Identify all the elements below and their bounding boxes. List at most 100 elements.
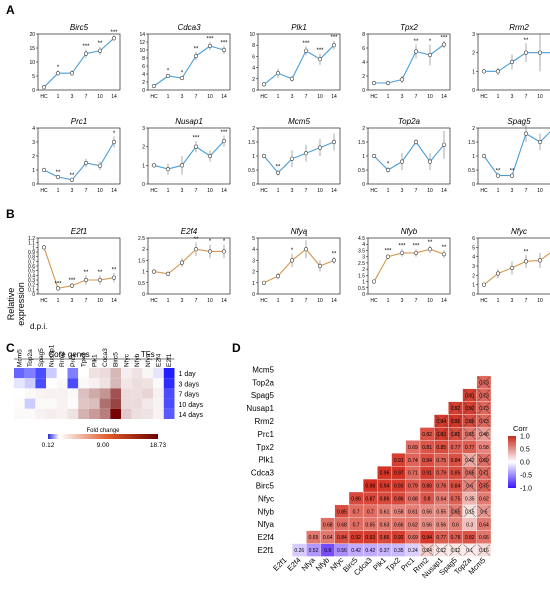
corr-value-label: 0.62 [479, 496, 489, 502]
data-point [221, 138, 227, 144]
line-chart-rrm2: Rrm20123HC1371014*** [472, 23, 550, 100]
series-line [153, 140, 225, 170]
corr-value-label: 0.94 [436, 419, 446, 425]
corr-value-label: 0.65 [451, 509, 461, 515]
y-tick-label: 0 [362, 182, 365, 188]
significance-label: ** [98, 270, 103, 276]
heatmap-cell [46, 368, 57, 379]
data-point [495, 69, 501, 74]
corr-value-label: 0.61 [408, 509, 418, 515]
corr-row-label: Plk1 [258, 456, 274, 465]
significance-label: *** [206, 37, 214, 43]
corr-value-label: 0.7 [353, 522, 360, 528]
heatmap-cell [121, 398, 132, 409]
significance-label: *** [54, 282, 62, 288]
significance-label: * [291, 248, 294, 254]
y-tick-label: 15 [29, 46, 35, 52]
corr-value-label: 0.85 [436, 445, 446, 451]
heatmap-column-label: Birc5 [113, 352, 120, 367]
heatmap-cell [78, 408, 89, 419]
x-tick-label: 1 [167, 188, 170, 194]
heatmap-cell [153, 378, 164, 389]
corr-value-label: 0.63 [380, 522, 390, 528]
series-line [373, 141, 445, 171]
data-point [221, 47, 227, 53]
corr-value-label: 0.87 [365, 496, 375, 502]
x-tick-label: 7 [85, 298, 88, 304]
y-tick-label: 1 [472, 154, 475, 160]
x-tick-label: 7 [305, 298, 308, 304]
significance-label: *** [330, 35, 338, 41]
corr-value-label: 0.42 [351, 548, 361, 554]
y-tick-label: 4 [362, 242, 365, 248]
nonsignificant-cross [477, 389, 491, 401]
significance-label: ** [194, 237, 199, 243]
y-tick-label: 3 [142, 126, 145, 132]
heatmap-cell [131, 378, 143, 389]
y-tick-label: 2 [362, 74, 365, 80]
x-tick-label: 3 [291, 298, 294, 304]
x-tick-label: 3 [71, 298, 74, 304]
corr-row-label: E2f4 [258, 533, 275, 542]
nonsignificant-cross [449, 402, 462, 414]
data-point [165, 166, 171, 172]
corr-row-label: Top2a [252, 378, 274, 387]
x-tick-label: 1 [277, 188, 280, 194]
corr-value-label: 0.68 [323, 522, 333, 528]
series-line [483, 252, 550, 286]
significance-label: * [209, 239, 212, 245]
corr-value-label: 0.73 [479, 393, 489, 399]
corr-value-label: 0.73 [479, 380, 489, 386]
corr-col-label: Nfyb [314, 556, 331, 573]
y-tick-label: 1 [32, 245, 35, 251]
y-tick-label: 1.5 [358, 273, 365, 279]
significance-label: * [181, 71, 184, 77]
data-point [495, 173, 501, 178]
x-tick-label: 14 [331, 188, 337, 194]
data-point [371, 153, 377, 159]
corr-value-label: 0.68 [337, 522, 347, 528]
heatmap-column-label: Tpx2 [81, 352, 88, 367]
heatmap-cell [110, 368, 121, 379]
heatmap-cell [56, 368, 68, 379]
x-tick-label: 10 [317, 188, 323, 194]
corr-value-label: 0.84 [337, 535, 347, 541]
corr-value-label: 0.35 [394, 548, 404, 554]
corr-value-label: 0.91 [394, 458, 404, 464]
corr-value-label: 0.73 [479, 406, 489, 412]
corr-row-label: E2f1 [258, 546, 275, 555]
nonsignificant-cross [449, 544, 462, 556]
x-tick-label: 7 [195, 94, 198, 100]
corr-value-label: 0.96 [451, 419, 461, 425]
y-tick-label: 1.5 [358, 140, 365, 146]
data-point [83, 51, 89, 56]
y-tick-label: 0 [32, 292, 35, 298]
data-point [275, 273, 281, 279]
x-tick-label: 1 [497, 298, 500, 304]
y-tick-label: 14 [139, 32, 145, 38]
data-point [179, 163, 185, 168]
corr-value-label: 0.92 [351, 535, 361, 541]
corr-col-label: Nfya [300, 555, 318, 573]
line-chart-mcm5: Mcm5 0 0.5 1 1.5 2 HC 1 3 7 10 14 ** [248, 117, 341, 194]
nonsignificant-cross [477, 505, 491, 517]
heatmap-cell [46, 408, 57, 419]
corr-value-label: 0.86 [380, 535, 390, 541]
y-tick-label: 6 [142, 64, 145, 70]
x-tick-label: 10 [97, 94, 103, 100]
data-point [441, 42, 447, 47]
data-point [303, 48, 309, 53]
heatmap-cell [110, 398, 121, 409]
y-tick-label: 0.1 [28, 287, 35, 293]
x-tick-label: 14 [331, 298, 337, 304]
x-tick-label: 14 [111, 188, 117, 194]
heatmap-cell [67, 408, 79, 419]
nonsignificant-cross [477, 402, 491, 414]
corr-value-label: 0.42 [365, 548, 375, 554]
data-point [97, 277, 103, 283]
nonsignificant-cross [463, 505, 476, 517]
data-point [83, 277, 89, 283]
corr-value-label: 0.97 [394, 471, 404, 477]
corr-col-label: Tpx2 [384, 556, 402, 574]
nonsignificant-cross [477, 544, 491, 556]
